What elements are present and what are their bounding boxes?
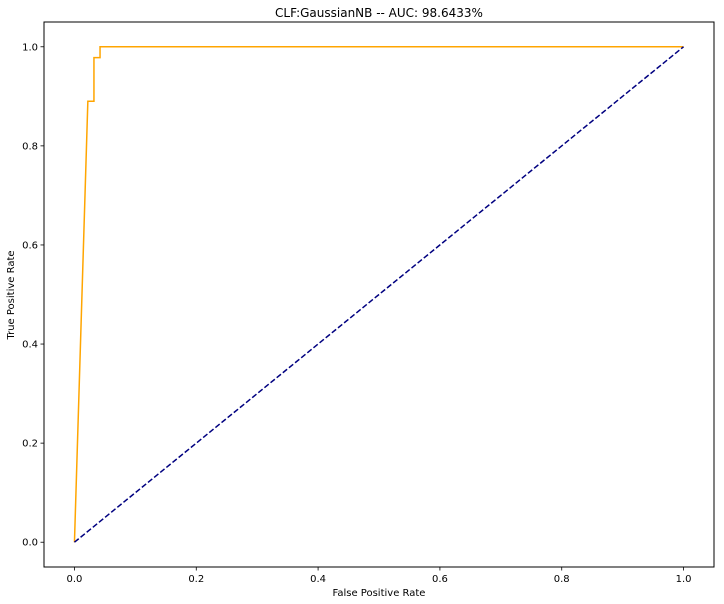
y-tick-label: 0.4 (22, 340, 38, 351)
x-axis-ticks: 0.0 0.2 0.4 0.6 0.8 1.0 (67, 567, 692, 585)
roc-curve (73, 46, 684, 543)
x-tick-label: 0.8 (554, 574, 570, 585)
y-tick-label: 0.6 (22, 240, 38, 251)
y-axis-label: True Positive Rate (6, 250, 17, 340)
y-tick-label: 0.2 (22, 439, 38, 450)
x-tick-label: 0.4 (310, 574, 326, 585)
x-axis-label: False Positive Rate (333, 588, 426, 599)
chart-title: CLF:GaussianNB -- AUC: 98.6433% (275, 6, 483, 20)
y-axis-ticks: 0.0 0.2 0.4 0.6 0.8 1.0 (22, 42, 44, 549)
x-tick-label: 1.0 (676, 574, 692, 585)
plot-frame (43, 21, 715, 568)
series-layer (73, 46, 685, 543)
chance-line (73, 46, 685, 543)
y-tick-label: 0.0 (22, 538, 38, 549)
y-tick-label: 1.0 (22, 42, 38, 53)
x-tick-label: 0.2 (188, 574, 204, 585)
x-tick-label: 0.0 (67, 574, 83, 585)
x-tick-label: 0.6 (432, 574, 448, 585)
y-tick-label: 0.8 (22, 141, 38, 152)
